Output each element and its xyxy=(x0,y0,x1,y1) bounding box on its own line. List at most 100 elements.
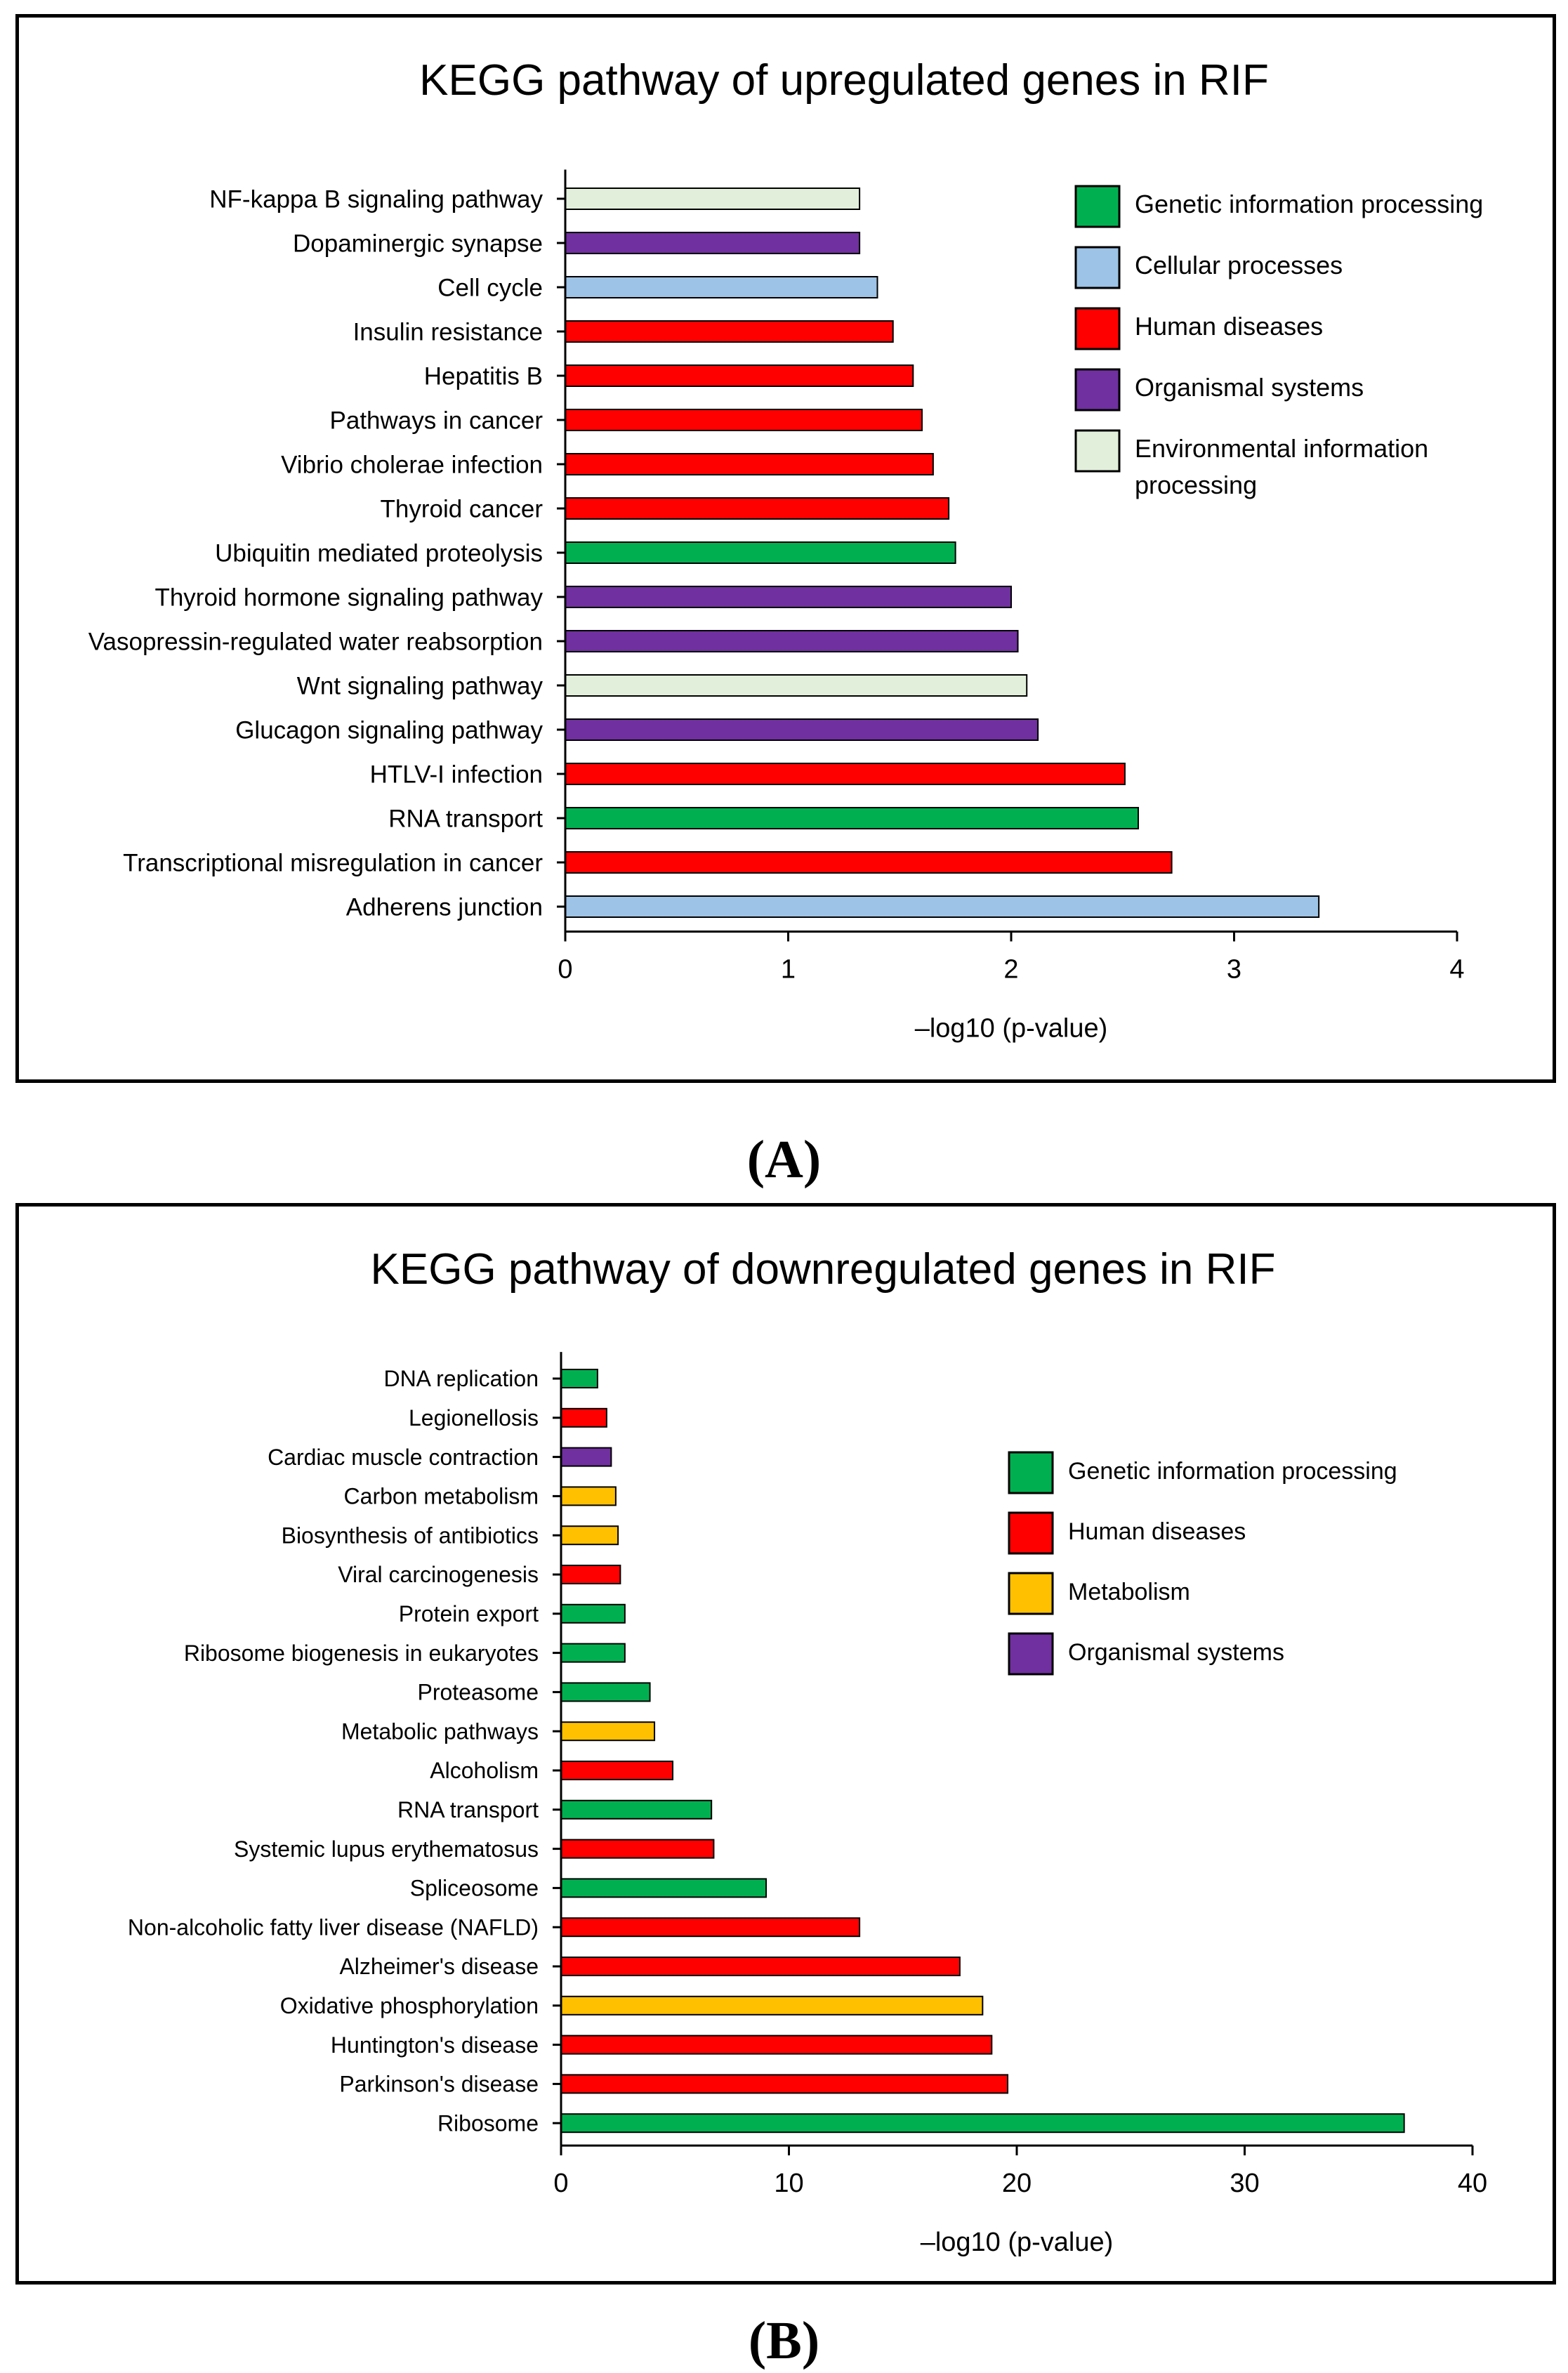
upregulated-kegg-chart: KEGG pathway of upregulated genes in RIF… xyxy=(88,56,1483,1044)
panel-label-a: (A) xyxy=(746,1130,822,1189)
category-label: HTLV-I infection xyxy=(370,761,543,788)
chart-panel-b: KEGG pathway of downregulated genes in R… xyxy=(15,1203,1556,2285)
legend-label: Organismal systems xyxy=(1068,1639,1284,1666)
bar xyxy=(560,1565,621,1584)
x-tick-label: 1 xyxy=(781,955,796,985)
bar xyxy=(560,1603,626,1624)
bar xyxy=(560,2035,993,2055)
category-label: Metabolic pathways xyxy=(341,1718,539,1744)
category-label: Spliceosome xyxy=(410,1876,539,1901)
bar xyxy=(565,630,1019,652)
bar xyxy=(560,1917,861,1938)
legend-swatch xyxy=(1074,185,1121,228)
category-label: Parkinson's disease xyxy=(339,2072,539,2097)
bar xyxy=(560,1995,984,2016)
bar xyxy=(560,2113,1405,2134)
category-label: Proteasome xyxy=(417,1680,539,1705)
bar xyxy=(565,232,861,254)
legend-swatch xyxy=(1008,1572,1054,1615)
x-tick-label: 0 xyxy=(553,2169,568,2198)
bar xyxy=(565,807,1139,829)
category-label: Biosynthesis of antibiotics xyxy=(282,1523,539,1548)
legend-swatch xyxy=(1008,1451,1054,1494)
legend-label: Environmental information processing xyxy=(1135,434,1428,499)
category-label: Non-alcoholic fatty liver disease (NAFLD… xyxy=(128,1914,539,1940)
x-tick-label: 2 xyxy=(1003,955,1018,985)
bar xyxy=(560,1369,598,1388)
category-label: Hepatitis B xyxy=(424,362,543,390)
legend-label: Human diseases xyxy=(1068,1518,1246,1545)
category-label: Pathways in cancer xyxy=(330,407,543,434)
legend-label: Genetic information processing xyxy=(1068,1458,1397,1485)
bar xyxy=(565,409,923,431)
legend-label: Human diseases xyxy=(1135,312,1323,341)
bar xyxy=(565,364,914,387)
downregulated-kegg-chart: KEGG pathway of downregulated genes in R… xyxy=(128,1245,1487,2257)
bar xyxy=(560,1799,713,1820)
bar xyxy=(560,1486,617,1506)
category-label: RNA transport xyxy=(388,805,543,832)
x-tick-label: 10 xyxy=(774,2169,803,2198)
category-label: Dopaminergic synapse xyxy=(293,230,543,257)
category-label: RNA transport xyxy=(397,1797,539,1822)
bar xyxy=(565,320,894,343)
bar xyxy=(565,541,956,564)
legend-swatch xyxy=(1008,1511,1054,1555)
category-label: Huntington's disease xyxy=(331,2032,539,2058)
legend-swatch xyxy=(1074,429,1121,473)
bar xyxy=(560,1447,612,1467)
bar xyxy=(560,1643,626,1663)
category-label: Protein export xyxy=(399,1601,539,1626)
bar xyxy=(565,718,1039,741)
bar xyxy=(565,763,1126,785)
bar xyxy=(560,1407,607,1428)
chart-title: KEGG pathway of upregulated genes in RIF xyxy=(419,56,1269,105)
bar xyxy=(560,1761,674,1780)
legend-label: Genetic information processing xyxy=(1135,190,1483,218)
category-label: Thyroid cancer xyxy=(381,495,543,522)
category-label: Systemic lupus erythematosus xyxy=(234,1836,539,1862)
x-axis-label: –log10 (p-value) xyxy=(921,2228,1114,2257)
panel-label-b: (B) xyxy=(748,2311,820,2370)
x-tick-label: 30 xyxy=(1230,2169,1259,2198)
legend-label: Cellular processes xyxy=(1135,251,1343,280)
legend-label: Organismal systems xyxy=(1135,373,1364,402)
category-label: Cardiac muscle contraction xyxy=(268,1445,539,1470)
bar xyxy=(565,497,950,520)
bar xyxy=(565,586,1012,608)
category-label: Ribosome biogenesis in eukaryotes xyxy=(184,1641,539,1666)
category-label: Ribosome xyxy=(437,2110,539,2136)
bar xyxy=(560,1839,715,1859)
chart-title: KEGG pathway of downregulated genes in R… xyxy=(371,1245,1276,1294)
category-label: Oxidative phosphorylation xyxy=(280,1993,539,2018)
bar xyxy=(565,674,1028,697)
x-tick-label: 0 xyxy=(558,955,572,985)
legend-swatch xyxy=(1074,368,1121,412)
bar xyxy=(565,276,878,298)
x-tick-label: 20 xyxy=(1002,2169,1032,2198)
bar xyxy=(565,851,1173,874)
x-tick-label: 40 xyxy=(1458,2169,1487,2198)
bar xyxy=(560,1878,767,1898)
category-label: Glucagon signaling pathway xyxy=(235,716,543,744)
bar xyxy=(560,1957,961,1976)
x-tick-label: 4 xyxy=(1449,955,1464,985)
bar xyxy=(565,453,934,475)
category-label: Transcriptional misregulation in cancer xyxy=(123,849,543,876)
x-tick-label: 3 xyxy=(1227,955,1241,985)
category-label: Legionellosis xyxy=(409,1405,539,1431)
category-label: Vibrio cholerae infection xyxy=(281,451,543,478)
category-label: Carbon metabolism xyxy=(344,1484,539,1509)
category-label: Alzheimer's disease xyxy=(339,1954,539,1979)
category-label: Vasopressin-regulated water reabsorption xyxy=(88,628,543,655)
legend-swatch xyxy=(1074,307,1121,350)
category-label: Thyroid hormone signaling pathway xyxy=(154,584,543,611)
x-axis-label: –log10 (p-value) xyxy=(915,1014,1108,1044)
bar xyxy=(565,895,1320,918)
category-label: Ubiquitin mediated proteolysis xyxy=(215,539,543,567)
bar xyxy=(560,1682,651,1702)
bar xyxy=(560,1525,619,1546)
category-label: Viral carcinogenesis xyxy=(338,1562,539,1587)
category-label: Wnt signaling pathway xyxy=(297,672,543,699)
category-label: NF-kappa B signaling pathway xyxy=(209,185,543,213)
